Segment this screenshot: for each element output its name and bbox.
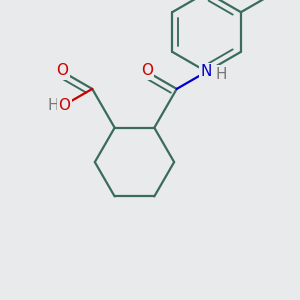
Text: N: N: [201, 64, 212, 79]
Text: H: H: [215, 67, 227, 82]
Text: O: O: [56, 63, 68, 78]
Text: O: O: [141, 63, 153, 78]
Text: O: O: [58, 98, 70, 113]
Text: H: H: [47, 98, 58, 113]
